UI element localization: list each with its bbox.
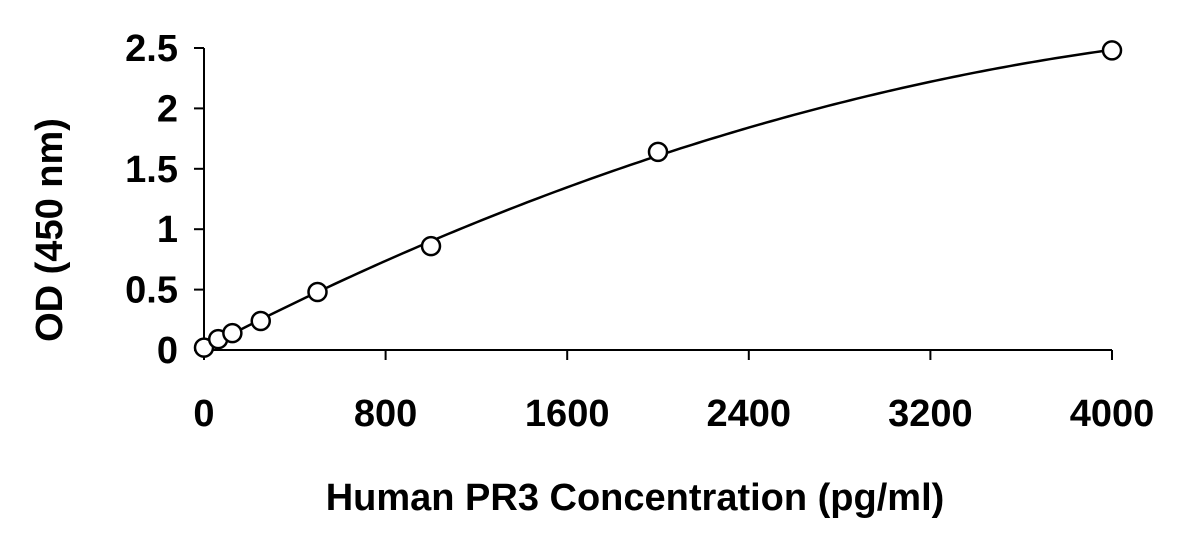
fit-curve-group [203, 48, 1113, 350]
y-tick-label: 1.5 [125, 149, 178, 191]
data-point [250, 310, 271, 332]
x-tick-label: 2400 [707, 393, 792, 435]
tick-labels: 0 0.5 1 1.5 2 2.5 0 800 1600 2400 3200 4000 [125, 28, 1154, 435]
x-tick-label: 1600 [525, 393, 610, 435]
x-tick-label: 800 [354, 393, 417, 435]
y-tick-label: 0.5 [125, 270, 178, 312]
data-point [1101, 40, 1123, 61]
y-tick-label: 2 [157, 88, 178, 130]
y-axis-title: OD (450 nm) [29, 118, 71, 342]
x-tick-label: 3200 [888, 393, 973, 435]
axes [194, 47, 1113, 360]
x-tick-label: 0 [193, 393, 214, 435]
data-point [647, 141, 669, 163]
data-point [420, 235, 442, 257]
data-point [222, 322, 243, 344]
x-tick-label: 4000 [1070, 393, 1155, 435]
y-tick-label: 2.5 [125, 28, 178, 70]
fit-curve [203, 48, 1113, 350]
data-point [307, 281, 328, 303]
y-tick-label: 1 [157, 209, 178, 251]
x-axis-title: Human PR3 Concentration (pg/ml) [326, 477, 945, 519]
data-points [193, 40, 1123, 358]
y-tick-label: 0 [157, 330, 178, 372]
